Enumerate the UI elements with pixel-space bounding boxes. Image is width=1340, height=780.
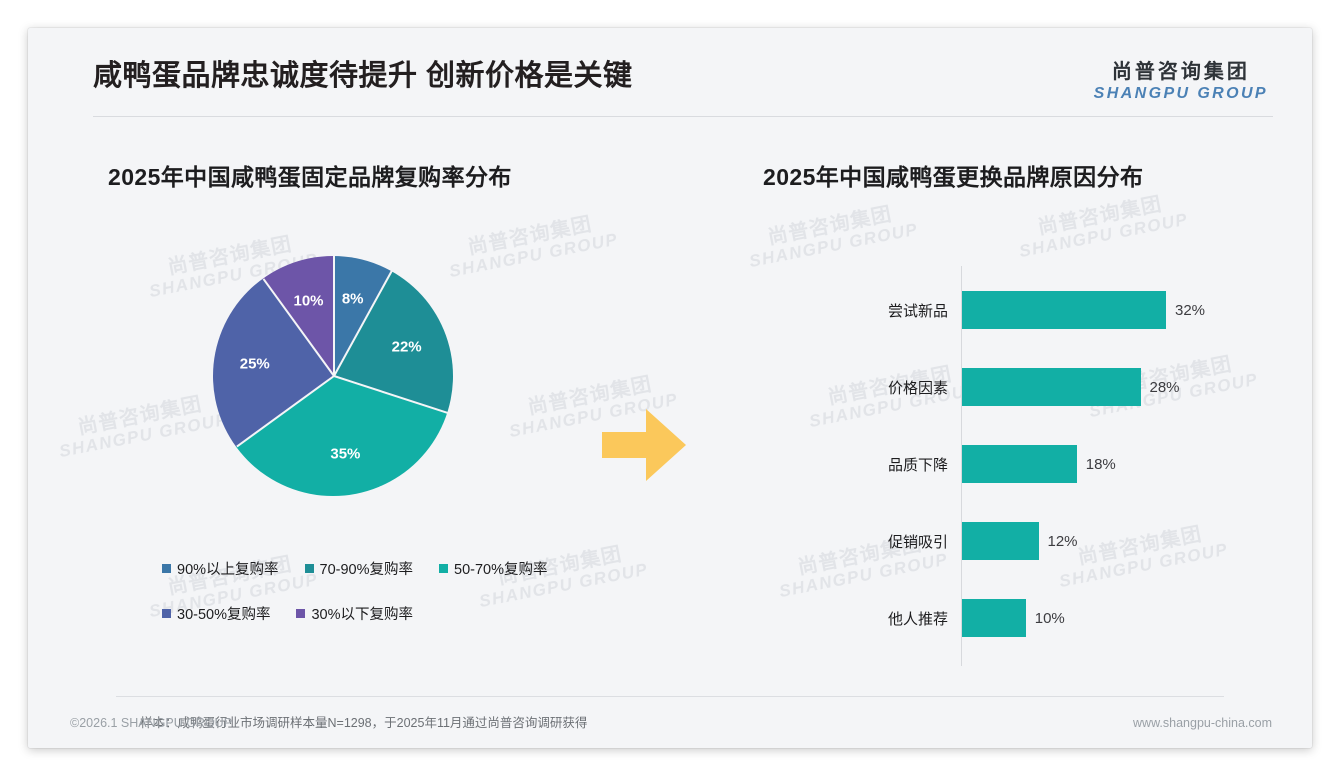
pie-slice-label: 10% [293, 292, 324, 310]
bar-row: 品质下降 18% [868, 445, 1268, 483]
bar-category-label: 尝试新品 [887, 302, 948, 320]
bar-value-label: 32% [1175, 301, 1206, 319]
bar-value-label: 10% [1034, 609, 1065, 627]
bar-fill [962, 599, 1026, 637]
slide-canvas: 尚普咨询集团 SHANGPU GROUP 尚普咨询集团 SHANGPU GROU… [28, 28, 1312, 748]
slide-footer: ©2026.1 SHANGPU GROUP www.shangpu-china.… [28, 704, 1312, 748]
bar-fill [962, 522, 1039, 560]
legend-swatch-icon [296, 609, 306, 618]
left-chart-panel: 2025年中国咸鸭蛋固定品牌复购率分布 8% 22% 35% 25% 10% 90%以上… [108, 158, 668, 678]
bar-row: 尝试新品 32% [868, 291, 1268, 329]
right-chart-panel: 2025年中国咸鸭蛋更换品牌原因分布 尝试新品 32% 价格因素 28% 品质下降 18%… [763, 158, 1283, 678]
pie-slice-separator [333, 256, 335, 376]
legend-swatch-icon [439, 564, 449, 573]
legend-label: 70-90%复购率 [319, 562, 414, 578]
sample-footnote: 样本：咸鸭蛋行业市场调研样本量N=1298，于2025年11月通过尚普咨询调研获… [140, 716, 588, 730]
bar-row: 促销吸引 12% [868, 522, 1268, 560]
copyright-text: ©2026.1 SHANGPU GROUP [70, 716, 233, 730]
bar-fill [962, 291, 1166, 329]
logo-en-text: SHANGPU GROUP [1093, 85, 1268, 102]
logo-cn-text: 尚普咨询集团 [1111, 61, 1250, 83]
slide-header: 咸鸭蛋品牌忠诚度待提升 创新价格是关键 尚普咨询集团 SHANGPU GROUP [28, 28, 1312, 116]
bar-chart: 尝试新品 32% 价格因素 28% 品质下降 18% 促销吸引 12% 他人推荐 10% [868, 266, 1268, 666]
legend-item[interactable]: 90%以上复购率 [162, 558, 279, 579]
bar-category-label: 品质下降 [887, 456, 948, 474]
pie-slice-label: 25% [239, 355, 270, 373]
bar-row: 价格因素 28% [868, 368, 1268, 406]
bar-category-label: 他人推荐 [887, 610, 948, 628]
page-title: 咸鸭蛋品牌忠诚度待提升 创新价格是关键 [93, 60, 633, 92]
legend-swatch-icon [162, 609, 171, 618]
bar-fill [962, 368, 1141, 406]
pie-chart: 8% 22% 35% 25% 10% [213, 256, 453, 496]
legend-swatch-icon [162, 564, 171, 573]
bar-value-label: 28% [1149, 378, 1180, 396]
bar-value-label: 12% [1047, 532, 1078, 550]
bar-category-label: 促销吸引 [887, 533, 948, 551]
bar-value-label: 18% [1085, 455, 1116, 473]
legend-label: 30-50%复购率 [177, 607, 271, 623]
bar-fill [962, 445, 1077, 483]
pie-slice-label: 8% [341, 290, 364, 308]
legend-label: 30%以下复购率 [311, 607, 414, 623]
bar-category-label: 价格因素 [887, 379, 948, 397]
right-arrow-icon [602, 409, 686, 481]
bar-axis-line [961, 266, 962, 666]
bar-row: 他人推荐 10% [868, 599, 1268, 637]
legend-label: 50-70%复购率 [454, 562, 548, 578]
legend-item[interactable]: 30-50%复购率 [162, 603, 270, 624]
legend-row: 90%以上复购率 70-90%复购率 50-70%复购率 [130, 558, 650, 579]
legend-item[interactable]: 70-90%复购率 [304, 558, 414, 579]
pie-slice-label: 35% [330, 445, 361, 463]
header-divider [93, 116, 1273, 117]
legend-row: 30-50%复购率 30%以下复购率 [130, 603, 650, 624]
legend-item[interactable]: 50-70%复购率 [439, 558, 548, 579]
legend-swatch-icon [304, 564, 314, 573]
legend-item[interactable]: 30%以下复购率 [296, 603, 413, 624]
pie-legend: 90%以上复购率 70-90%复购率 50-70%复购率 30-50%复购率 30%以… [130, 558, 650, 648]
website-link[interactable]: www.shangpu-china.com [1133, 716, 1272, 730]
left-chart-title: 2025年中国咸鸭蛋固定品牌复购率分布 [108, 164, 512, 190]
legend-label: 90%以上复购率 [177, 562, 279, 578]
pie-slice-label: 22% [391, 338, 422, 356]
right-chart-title: 2025年中国咸鸭蛋更换品牌原因分布 [763, 164, 1144, 190]
brand-logo: 尚普咨询集团 SHANGPU GROUP [1094, 61, 1268, 103]
footnote-divider [116, 696, 1224, 697]
